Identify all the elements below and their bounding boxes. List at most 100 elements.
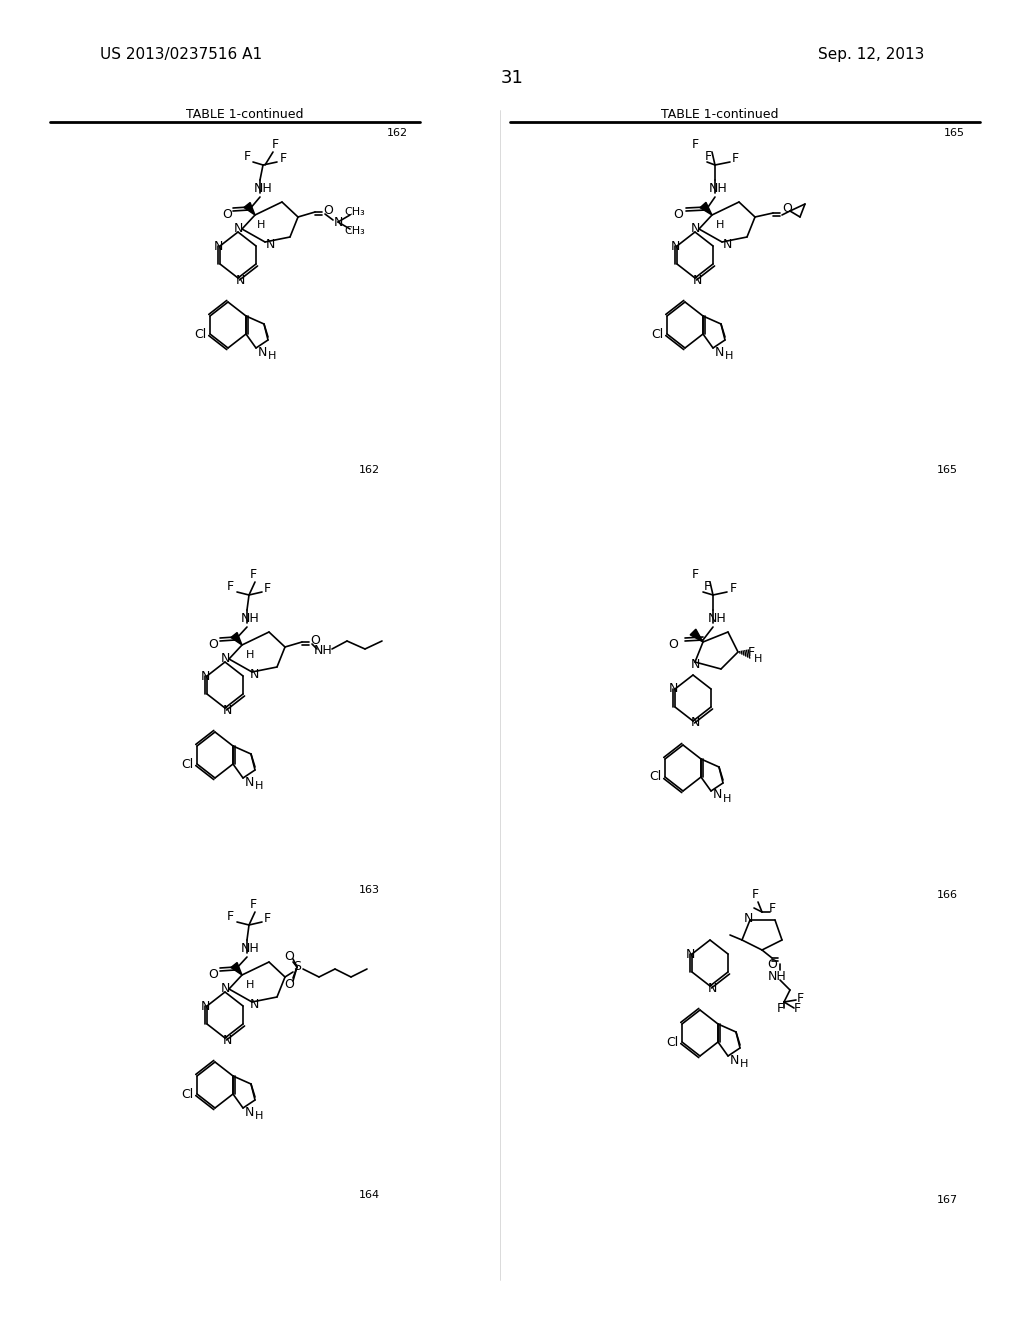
Text: F: F	[691, 139, 698, 152]
Text: N: N	[213, 239, 222, 252]
Text: N: N	[220, 982, 229, 995]
Text: 165: 165	[937, 465, 958, 475]
Text: N: N	[220, 652, 229, 665]
Text: F: F	[748, 645, 755, 659]
Polygon shape	[230, 962, 242, 975]
Text: N: N	[715, 346, 724, 359]
Text: 162: 162	[387, 128, 408, 139]
Text: O: O	[310, 635, 319, 648]
Text: N: N	[713, 788, 722, 801]
Polygon shape	[230, 632, 242, 645]
Text: N: N	[743, 912, 753, 924]
Polygon shape	[244, 202, 255, 215]
Text: N: N	[257, 346, 266, 359]
Text: O: O	[208, 639, 218, 652]
Text: H: H	[246, 979, 254, 990]
Text: 162: 162	[358, 465, 380, 475]
Text: N: N	[233, 223, 243, 235]
Text: O: O	[673, 209, 683, 222]
Text: F: F	[705, 150, 712, 164]
Text: NH: NH	[254, 181, 272, 194]
Text: Sep. 12, 2013: Sep. 12, 2013	[817, 48, 924, 62]
Text: S: S	[293, 961, 301, 974]
Text: Cl: Cl	[181, 758, 194, 771]
Text: US 2013/0237516 A1: US 2013/0237516 A1	[100, 48, 262, 62]
Text: F: F	[768, 902, 775, 915]
Text: O: O	[284, 978, 294, 991]
Text: NH: NH	[768, 969, 786, 982]
Text: N: N	[222, 704, 231, 717]
Text: F: F	[271, 139, 279, 152]
Text: Cl: Cl	[181, 1088, 194, 1101]
Text: N: N	[265, 238, 274, 251]
Text: F: F	[797, 991, 804, 1005]
Text: N: N	[671, 239, 680, 252]
Text: NH: NH	[241, 611, 259, 624]
Text: F: F	[226, 581, 233, 594]
Text: N: N	[249, 668, 259, 681]
Text: 167: 167	[937, 1195, 958, 1205]
Text: TABLE 1-continued: TABLE 1-continued	[186, 108, 304, 121]
Text: F: F	[752, 888, 759, 902]
Text: N: N	[722, 238, 732, 251]
Text: O: O	[323, 205, 333, 218]
Text: Cl: Cl	[649, 771, 662, 784]
Text: F: F	[226, 911, 233, 924]
Text: 163: 163	[359, 884, 380, 895]
Text: H: H	[246, 649, 254, 660]
Text: NH: NH	[709, 181, 727, 194]
Text: N: N	[690, 657, 699, 671]
Text: Cl: Cl	[194, 327, 206, 341]
Text: 31: 31	[501, 69, 523, 87]
Text: N: N	[690, 717, 699, 730]
Text: H: H	[268, 351, 276, 360]
Polygon shape	[700, 202, 712, 215]
Text: 165: 165	[944, 128, 965, 139]
Text: N: N	[669, 682, 678, 696]
Text: F: F	[729, 582, 736, 594]
Text: N: N	[334, 215, 343, 228]
Text: N: N	[201, 999, 210, 1012]
Text: NH: NH	[313, 644, 333, 657]
Text: N: N	[222, 1034, 231, 1047]
Text: N: N	[692, 273, 701, 286]
Text: F: F	[776, 1002, 783, 1015]
Text: TABLE 1-continued: TABLE 1-continued	[662, 108, 778, 121]
Text: O: O	[222, 209, 232, 222]
Text: F: F	[794, 1002, 801, 1015]
Text: F: F	[280, 152, 287, 165]
Text: N: N	[249, 998, 259, 1011]
Text: H: H	[725, 351, 733, 360]
Text: O: O	[284, 950, 294, 964]
Text: H: H	[255, 781, 263, 791]
Text: H: H	[723, 795, 731, 804]
Text: F: F	[250, 899, 257, 912]
Text: H: H	[716, 220, 724, 230]
Text: CH₃: CH₃	[345, 226, 366, 236]
Text: O: O	[782, 202, 792, 215]
Text: 166: 166	[937, 890, 958, 900]
Text: H: H	[739, 1059, 749, 1069]
Text: O: O	[208, 969, 218, 982]
Text: Cl: Cl	[666, 1035, 678, 1048]
Text: F: F	[703, 581, 711, 594]
Text: H: H	[255, 1111, 263, 1121]
Text: F: F	[250, 569, 257, 582]
Text: F: F	[263, 912, 270, 924]
Text: N: N	[690, 223, 699, 235]
Text: N: N	[245, 1106, 254, 1118]
Text: H: H	[257, 220, 265, 230]
Text: NH: NH	[708, 611, 726, 624]
Text: N: N	[245, 776, 254, 788]
Text: 164: 164	[358, 1191, 380, 1200]
Text: F: F	[691, 569, 698, 582]
Text: O: O	[767, 958, 777, 972]
Text: N: N	[685, 948, 694, 961]
Text: H: H	[754, 653, 762, 664]
Text: N: N	[729, 1053, 738, 1067]
Text: Cl: Cl	[651, 327, 664, 341]
Text: O: O	[668, 639, 678, 652]
Text: F: F	[244, 150, 251, 164]
Text: F: F	[263, 582, 270, 594]
Text: N: N	[201, 669, 210, 682]
